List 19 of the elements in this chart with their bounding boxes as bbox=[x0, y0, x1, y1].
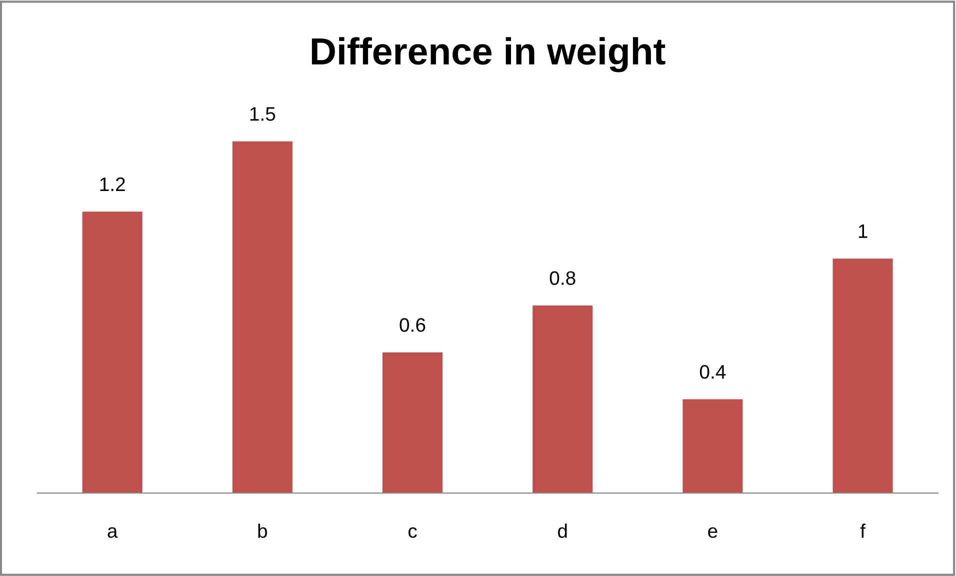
x-tick-label: a bbox=[108, 527, 118, 538]
data-label: 1 bbox=[858, 224, 868, 238]
bar bbox=[832, 258, 893, 494]
bar bbox=[382, 352, 443, 494]
x-tick-label: e bbox=[708, 527, 718, 538]
data-label: 0.8 bbox=[550, 271, 576, 285]
data-label: 1.2 bbox=[100, 177, 125, 191]
chart-title: Difference in weight bbox=[312, 37, 666, 72]
bar bbox=[682, 399, 743, 494]
x-tick-label: c bbox=[408, 527, 417, 538]
x-tick-label: f bbox=[860, 524, 866, 538]
x-tick-label: b bbox=[258, 524, 268, 538]
bar bbox=[532, 305, 593, 494]
bar bbox=[82, 212, 142, 494]
data-label: 0.6 bbox=[400, 318, 426, 332]
x-tick-label: d bbox=[558, 524, 567, 538]
data-label: 1.5 bbox=[250, 107, 276, 121]
bar bbox=[232, 141, 292, 494]
data-label: 0.4 bbox=[700, 364, 726, 379]
